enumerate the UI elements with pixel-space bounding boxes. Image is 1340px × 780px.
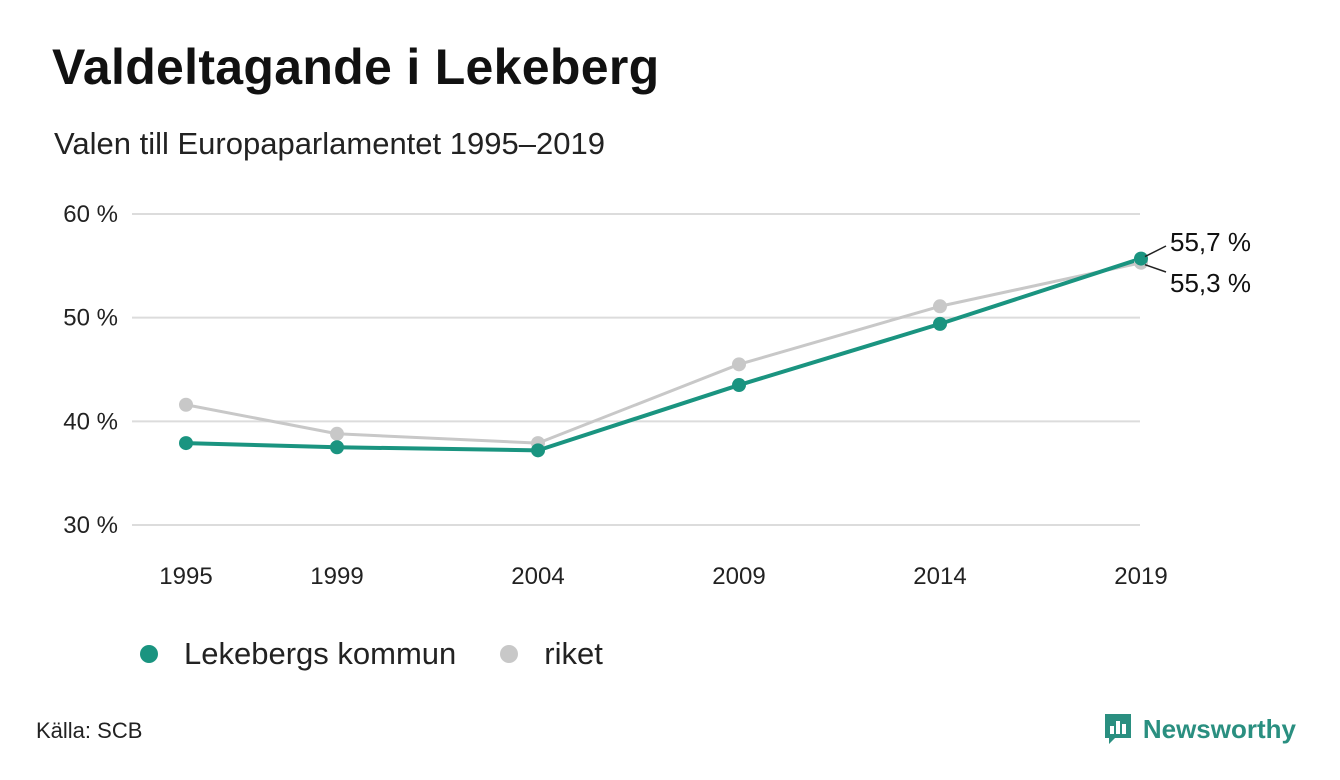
end-label-riket: 55,3 % — [1170, 268, 1251, 298]
x-tick-label: 2019 — [1114, 563, 1167, 590]
data-point-riket — [933, 299, 947, 314]
legend-label-riket: riket — [544, 636, 603, 671]
data-point-riket — [732, 357, 746, 372]
end-label-lekeberg: 55,7 % — [1170, 227, 1251, 257]
data-point-riket — [330, 426, 344, 441]
legend-item-lekeberg: Lekebergs kommun — [140, 636, 456, 672]
data-point-lekeberg — [1134, 251, 1148, 266]
brand[interactable]: Newsworthy — [1103, 712, 1296, 746]
data-point-riket — [179, 397, 193, 412]
x-tick-label: 1995 — [159, 563, 212, 590]
y-tick-label: 30 % — [63, 512, 118, 539]
series-line-lekeberg — [185, 256, 1142, 453]
legend-label-lekeberg: Lekebergs kommun — [184, 636, 457, 671]
x-tick-label: 2009 — [712, 563, 765, 590]
legend-marker-riket — [500, 645, 519, 663]
end-labels: 55,7 % 55,3 % — [1144, 227, 1251, 298]
y-tick-label: 60 % — [63, 201, 118, 228]
source-note: Källa: SCB — [36, 718, 143, 743]
data-point-lekeberg — [933, 316, 947, 331]
legend-item-riket: riket — [500, 636, 603, 672]
data-point-lekeberg — [531, 443, 545, 458]
x-tick-label: 2004 — [511, 563, 564, 590]
legend-marker-lekeberg — [140, 645, 158, 663]
data-point-lekeberg — [330, 440, 344, 455]
y-tick-label: 40 % — [63, 408, 118, 435]
series-lines — [185, 256, 1142, 453]
newsworthy-logo-icon — [1104, 714, 1131, 744]
end-label-leader — [1144, 264, 1167, 273]
brand-name: Newsworthy — [1142, 713, 1296, 744]
y-axis-ticks: 30 % 40 % 50 % 60 % — [63, 201, 118, 539]
chart-subtitle: Valen till Europaparlamentet 1995–2019 — [54, 126, 605, 161]
legend: Lekebergs kommun riket — [140, 636, 647, 672]
chart-title: Valdeltagande i Lekeberg — [52, 39, 660, 95]
end-label-leader — [1144, 245, 1167, 258]
x-tick-label: 1999 — [310, 563, 363, 590]
x-axis-ticks: 1995 1999 2004 2009 2014 2019 — [159, 563, 1167, 590]
data-point-lekeberg — [179, 436, 193, 451]
data-point-lekeberg — [732, 378, 746, 393]
grid-lines — [132, 213, 1140, 526]
y-tick-label: 50 % — [63, 305, 118, 332]
series-line-riket — [185, 261, 1142, 445]
x-tick-label: 2014 — [913, 563, 966, 590]
series-points — [179, 251, 1148, 458]
